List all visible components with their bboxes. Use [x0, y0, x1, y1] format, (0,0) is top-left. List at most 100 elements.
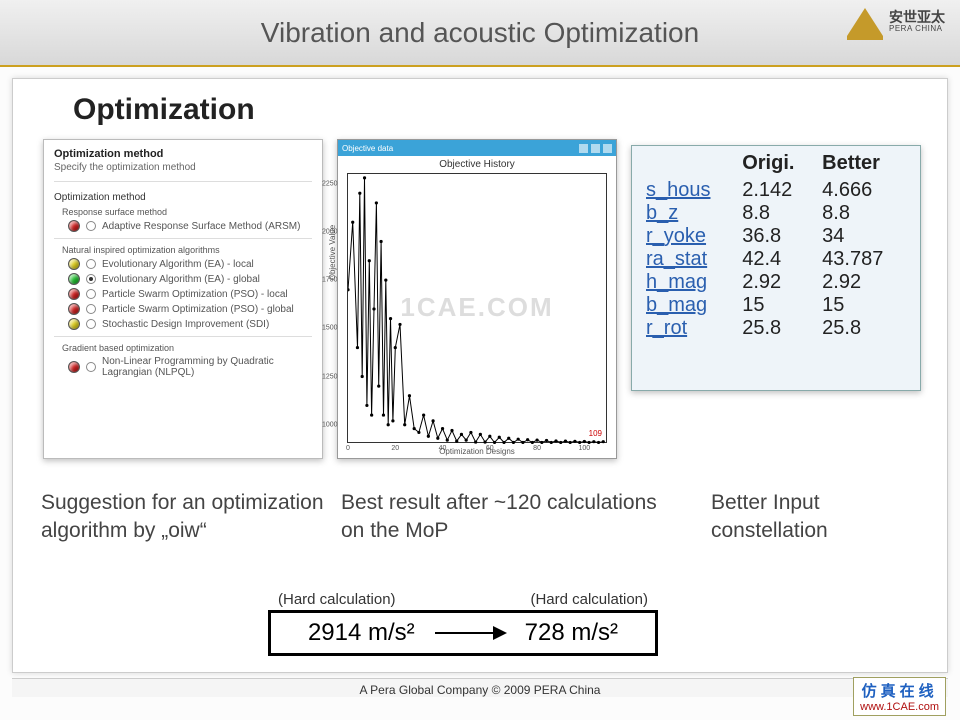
chart-ylabel: Objective Value — [328, 225, 337, 280]
opt-method-row[interactable]: Adaptive Response Surface Method (ARSM) — [68, 220, 312, 232]
ytick: 2250 — [322, 180, 338, 187]
col-origi: Origi. — [738, 152, 818, 179]
optimization-method-panel: Optimization method Specify the optimiza… — [43, 139, 323, 459]
opt-method-row[interactable]: Particle Swarm Optimization (PSO) - glob… — [68, 303, 312, 315]
param-origi: 8.8 — [738, 202, 818, 225]
radio-icon[interactable] — [86, 362, 96, 372]
col-better: Better — [818, 152, 910, 179]
opt-method-label: Particle Swarm Optimization (PSO) - loca… — [102, 289, 288, 300]
logo-cn: 安世亚太 — [889, 10, 945, 25]
param-origi: 2.142 — [738, 179, 818, 202]
param-better: 8.8 — [818, 202, 910, 225]
param-origi: 15 — [738, 294, 818, 317]
xtick: 100 — [579, 445, 591, 452]
chart-xlabel: Optimization Designs — [348, 447, 606, 456]
status-dot-icon — [68, 303, 80, 315]
caption-right: Better Input constellation — [661, 489, 921, 546]
ytick: 1500 — [322, 325, 338, 332]
header-bar: Vibration and acoustic Optimization 安世亚太… — [0, 0, 960, 67]
ytick: 1250 — [322, 373, 338, 380]
xtick: 0 — [346, 445, 350, 452]
param-better: 34 — [818, 225, 910, 248]
result-label-right: (Hard calculation) — [530, 591, 648, 608]
chart-window-title: Objective data — [342, 144, 393, 153]
opt-method-label: Non-Linear Programming by Quadratic Lagr… — [102, 356, 312, 378]
subsection: Natural inspired optimization algorithms — [62, 245, 312, 255]
result-label-left: (Hard calculation) — [278, 591, 396, 608]
opt-method-label: Particle Swarm Optimization (PSO) - glob… — [102, 304, 294, 315]
radio-icon[interactable] — [86, 274, 96, 284]
param-origi: 36.8 — [738, 225, 818, 248]
opt-method-row[interactable]: Non-Linear Programming by Quadratic Lagr… — [68, 356, 312, 378]
table-row: ra_stat42.443.787 — [642, 248, 910, 271]
param-name: r_rot — [642, 317, 738, 340]
param-name: s_hous — [642, 179, 738, 202]
radio-icon[interactable] — [86, 304, 96, 314]
result-box: (Hard calculation) (Hard calculation) 29… — [268, 591, 658, 656]
xtick: 60 — [486, 445, 494, 452]
opt-method-label: Evolutionary Algorithm (EA) - local — [102, 259, 254, 270]
opt-method-row[interactable]: Evolutionary Algorithm (EA) - local — [68, 258, 312, 270]
xtick: 20 — [391, 445, 399, 452]
param-better: 4.666 — [818, 179, 910, 202]
result-val-right: 728 m/s² — [525, 619, 618, 647]
radio-icon[interactable] — [86, 319, 96, 329]
opt-method-row[interactable]: Particle Swarm Optimization (PSO) - loca… — [68, 288, 312, 300]
captions-row: Suggestion for an optimization algorithm… — [41, 489, 927, 546]
param-origi: 42.4 — [738, 248, 818, 271]
slide-panel: Optimization Optimization method Specify… — [12, 78, 948, 673]
panel-subheader: Specify the optimization method — [54, 162, 312, 173]
subsection-rsm: Response surface method — [62, 207, 312, 217]
radio-icon[interactable] — [86, 289, 96, 299]
table-row: s_hous2.1424.666 — [642, 179, 910, 202]
table-row: r_rot25.825.8 — [642, 317, 910, 340]
opt-method-label: Adaptive Response Surface Method (ARSM) — [102, 221, 300, 232]
param-name: ra_stat — [642, 248, 738, 271]
table-row: b_z8.88.8 — [642, 202, 910, 225]
bottom-logo-cn: 仿真在线 — [860, 680, 939, 701]
window-controls[interactable] — [579, 144, 612, 153]
subsection: Gradient based optimization — [62, 343, 312, 353]
objective-history-window: Objective data Objective History 1CAE.CO… — [337, 139, 617, 459]
status-dot-icon — [68, 258, 80, 270]
xtick: 80 — [533, 445, 541, 452]
chart-titlebar: Objective data — [338, 140, 616, 156]
status-dot-icon — [68, 318, 80, 330]
logo-en: PERA CHINA — [889, 25, 945, 34]
param-better: 15 — [818, 294, 910, 317]
ytick: 1000 — [322, 421, 338, 428]
radio-icon[interactable] — [86, 259, 96, 269]
param-name: r_yoke — [642, 225, 738, 248]
opt-method-row[interactable]: Stochastic Design Improvement (SDI) — [68, 318, 312, 330]
caption-mid: Best result after ~120 calculations on t… — [341, 489, 661, 546]
footer-text: A Pera Global Company © 2009 PERA China — [12, 678, 948, 697]
main-title: Vibration and acoustic Optimization — [261, 17, 699, 49]
company-logo: 安世亚太 PERA CHINA — [847, 8, 945, 36]
status-dot-icon — [68, 361, 80, 373]
red-count-label: 109 — [589, 429, 602, 438]
logo-triangle-icon — [847, 8, 883, 36]
status-dot-icon — [68, 288, 80, 300]
param-origi: 2.92 — [738, 271, 818, 294]
status-dot-icon — [68, 273, 80, 285]
arrow-icon — [435, 632, 505, 634]
opt-method-row[interactable]: Evolutionary Algorithm (EA) - global — [68, 273, 312, 285]
opt-method-label: Stochastic Design Improvement (SDI) — [102, 319, 269, 330]
parameter-table: Origi. Better s_hous2.1424.666b_z8.88.8r… — [631, 145, 921, 391]
chart-subtitle: Objective History — [338, 156, 616, 173]
bottom-watermark-logo: 仿真在线 www.1CAE.com — [853, 677, 946, 716]
status-dot-icon — [68, 220, 80, 232]
param-name: h_mag — [642, 271, 738, 294]
bottom-logo-url: www.1CAE.com — [860, 701, 939, 713]
section-opt-method: Optimization method — [54, 192, 312, 203]
param-name: b_z — [642, 202, 738, 225]
slide-title: Optimization — [73, 93, 947, 127]
xtick: 40 — [439, 445, 447, 452]
table-row: b_mag1515 — [642, 294, 910, 317]
param-origi: 25.8 — [738, 317, 818, 340]
radio-icon[interactable] — [86, 221, 96, 231]
panel-header: Optimization method — [54, 148, 312, 160]
param-better: 25.8 — [818, 317, 910, 340]
table-row: r_yoke36.834 — [642, 225, 910, 248]
opt-method-label: Evolutionary Algorithm (EA) - global — [102, 274, 260, 285]
